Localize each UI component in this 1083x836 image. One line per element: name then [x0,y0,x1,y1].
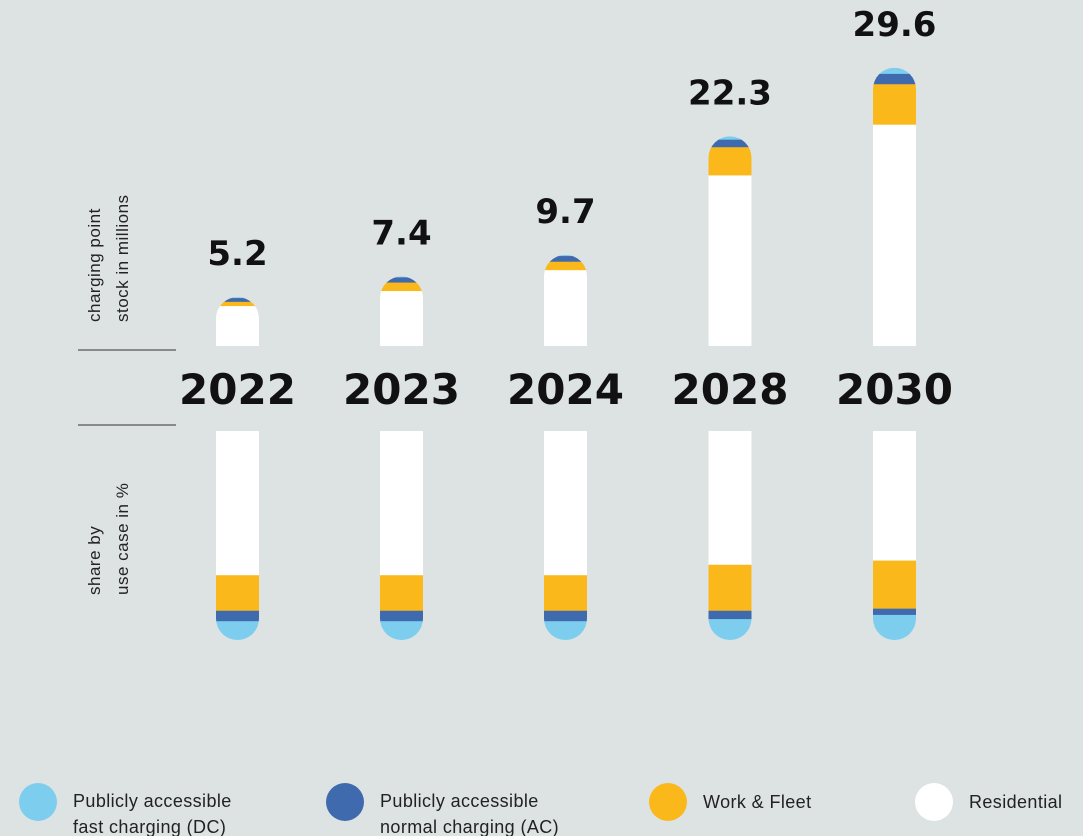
share-axis-label-line2: use case in % [113,483,132,595]
year-label-2030: 2030 [836,365,953,414]
total-labels: 5.2 7.4 9.7 22.3 29.6 [207,5,936,274]
year-label-2022: 2022 [179,365,296,414]
share-segment-publicly-accessible-fast-charging-dc-2028 [708,619,752,640]
share-axis-label-line1: share by [85,526,104,595]
share-bar-2024 [544,431,587,640]
stock-segment-work-fleet-2030 [873,83,916,125]
stock-segment-residential-2028 [708,174,752,346]
legend-item-residential: Residential [915,783,1062,821]
stock-bar-2030 [873,67,916,346]
share-segment-publicly-accessible-normal-charging-ac-2028 [708,610,752,620]
stock-segment-work-fleet-2028 [708,146,752,176]
share-segment-publicly-accessible-fast-charging-dc-2024 [544,621,587,640]
share-segment-residential-2023 [380,431,423,576]
stock-segment-work-fleet-2022 [216,301,259,307]
share-segment-work-fleet-2024 [544,575,587,612]
share-segment-work-fleet-2023 [380,575,423,612]
stock-segment-work-fleet-2023 [380,282,423,292]
share-segment-publicly-accessible-normal-charging-ac-2023 [380,610,423,622]
legend-item-normal-ac: Publicly accessible normal charging (AC) [326,783,559,836]
stock-segment-publicly-accessible-fast-charging-dc-2024 [544,254,587,257]
legend-swatch-residential [915,783,953,821]
legend-item-work-fleet: Work & Fleet [649,783,812,821]
legend-label-fast-dc-line1: Publicly accessible [73,791,232,811]
stock-segment-publicly-accessible-normal-charging-ac-2023 [380,276,423,283]
year-label-2028: 2028 [672,365,789,414]
stock-segment-publicly-accessible-normal-charging-ac-2030 [873,73,916,85]
share-segment-publicly-accessible-normal-charging-ac-2030 [873,608,916,616]
legend-label-work-fleet-line1: Work & Fleet [703,792,812,812]
legend-swatch-normal-ac [326,783,364,821]
legend-item-fast-dc: Publicly accessible fast charging (DC) [19,783,232,836]
legend-swatch-fast-dc [19,783,57,821]
stock-segment-residential-2024 [544,269,587,346]
stock-segment-residential-2023 [380,290,423,346]
total-label-2022: 5.2 [207,234,267,274]
share-segment-publicly-accessible-fast-charging-dc-2022 [216,621,259,640]
stock-segment-publicly-accessible-normal-charging-ac-2024 [544,255,587,262]
share-bar-2022 [216,431,259,640]
stock-segment-publicly-accessible-fast-charging-dc-2030 [873,67,916,74]
total-label-2023: 7.4 [371,213,431,253]
share-segment-publicly-accessible-fast-charging-dc-2030 [873,614,916,640]
share-segment-residential-2030 [873,431,916,562]
stock-axis-label-line2: stock in millions [113,194,132,322]
stock-bar-2024 [544,254,587,346]
share-segment-work-fleet-2022 [216,575,259,612]
stock-segment-publicly-accessible-fast-charging-dc-2023 [380,276,423,278]
stock-bar-2022 [216,297,259,346]
total-label-2028: 22.3 [688,73,772,113]
stock-segment-residential-2022 [216,305,259,346]
total-label-2030: 29.6 [853,5,937,45]
stock-segment-work-fleet-2024 [544,261,587,271]
legend-label-normal-ac-line1: Publicly accessible [380,791,539,811]
share-bars [216,431,916,640]
share-segment-work-fleet-2028 [708,564,752,612]
stock-bars [216,67,916,346]
stock-segment-publicly-accessible-fast-charging-dc-2022 [216,297,259,299]
stock-bar-2023 [380,276,423,346]
share-segment-residential-2028 [708,431,752,566]
share-segment-residential-2024 [544,431,587,576]
stock-bar-2028 [708,136,752,346]
stock-segment-publicly-accessible-fast-charging-dc-2028 [708,136,752,140]
stock-segment-publicly-accessible-normal-charging-ac-2022 [216,297,259,302]
share-segment-publicly-accessible-normal-charging-ac-2022 [216,610,259,622]
total-label-2024: 9.7 [535,192,595,232]
legend-swatch-work-fleet [649,783,687,821]
stock-segment-publicly-accessible-normal-charging-ac-2028 [708,139,752,148]
year-label-2023: 2023 [343,365,460,414]
share-segment-publicly-accessible-fast-charging-dc-2023 [380,621,423,640]
share-segment-work-fleet-2030 [873,560,916,610]
share-bar-2030 [873,431,916,640]
share-segment-residential-2022 [216,431,259,576]
year-labels: 2022 2023 2024 2028 2030 [179,365,953,414]
legend-label-residential-line1: Residential [969,792,1062,812]
axis-labels: charging point stock in millions share b… [78,194,176,595]
share-segment-publicly-accessible-normal-charging-ac-2024 [544,610,587,622]
year-label-2024: 2024 [507,365,624,414]
share-bar-2023 [380,431,423,640]
legend-label-normal-ac-line2: normal charging (AC) [380,817,559,836]
stock-axis-label-line1: charging point [85,208,104,322]
legend-label-fast-dc-line2: fast charging (DC) [73,817,226,836]
share-bar-2028 [708,431,752,640]
stock-segment-residential-2030 [873,124,916,346]
